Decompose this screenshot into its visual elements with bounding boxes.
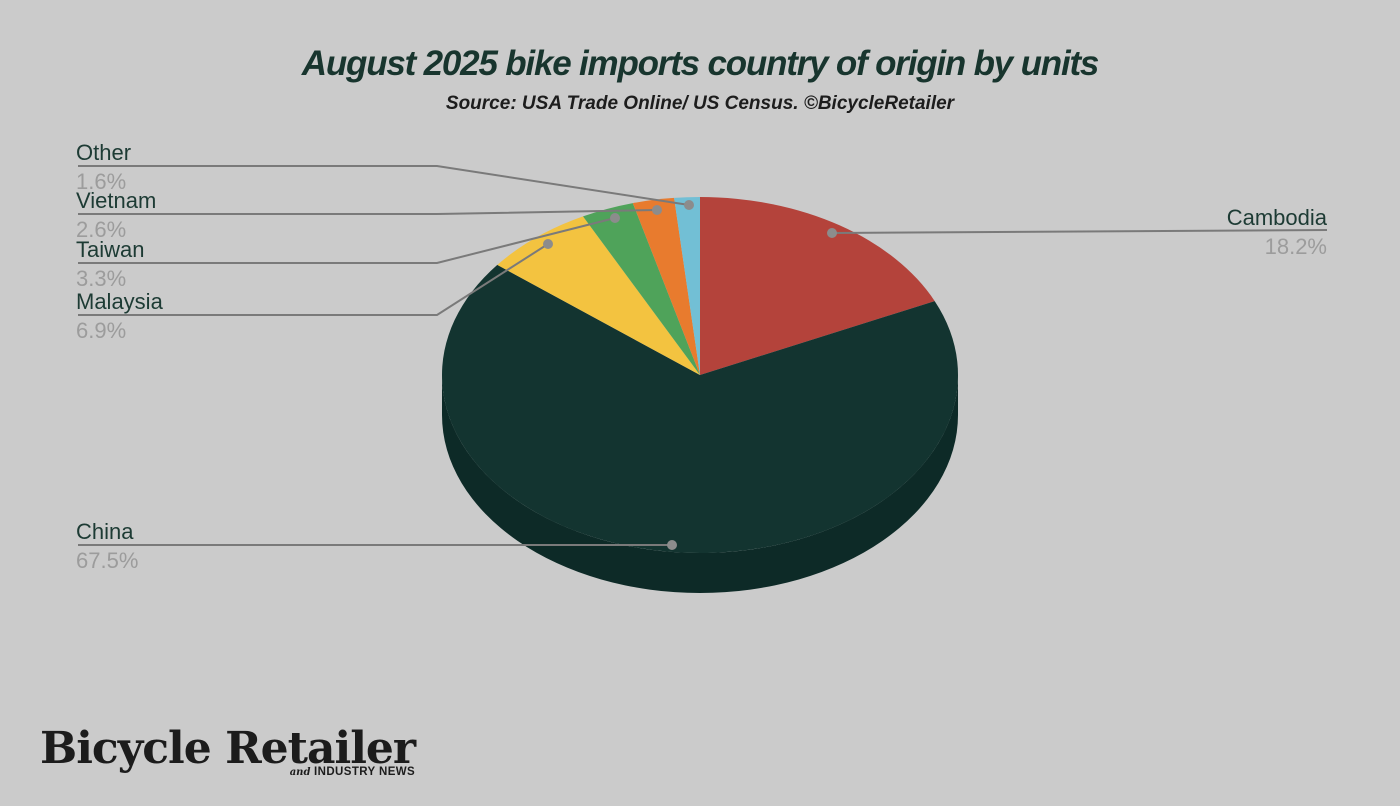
label-taiwan: Taiwan (76, 237, 145, 262)
label-other: Other (76, 140, 132, 165)
leader-cambodia (831, 229, 1328, 234)
pct-other: 1.6% (76, 169, 127, 194)
pct-malaysia: 6.9% (76, 318, 127, 343)
label-vietnam: Vietnam (76, 188, 157, 213)
source-subtitle: Source: USA Trade Online/ US Census. ©Bi… (445, 93, 955, 114)
slice-cambodia (700, 197, 935, 375)
leader-dot-cambodia (827, 228, 837, 238)
leader-dot-other (684, 200, 694, 210)
page-title: August 2025 bike imports country of orig… (301, 44, 1100, 83)
pct-taiwan: 3.3% (76, 266, 127, 291)
pct-china: 67.5% (76, 548, 139, 573)
logo-tagline-rest: INDUSTRY NEWS (314, 766, 416, 778)
leader-taiwan (78, 217, 616, 264)
pct-cambodia: 18.2% (1264, 234, 1327, 259)
leader-malaysia (78, 243, 549, 316)
slice-taiwan (583, 203, 700, 375)
leader-dot-malaysia (543, 239, 553, 249)
logo-tagline-and: and (289, 767, 311, 778)
slice-other (674, 197, 700, 375)
logo-tagline: and INDUSTRY NEWS (40, 766, 415, 778)
logo: Bicycle Retailer and INDUSTRY NEWS (40, 723, 416, 779)
leader-other (78, 165, 690, 206)
leader-dot-vietnam (652, 205, 662, 215)
pie-side (442, 375, 958, 593)
label-malaysia: Malaysia (76, 289, 163, 314)
label-cambodia: Cambodia (1226, 205, 1327, 230)
slice-china (442, 264, 959, 554)
leader-vietnam (78, 209, 658, 215)
slice-vietnam (632, 197, 700, 375)
logo-wordmark: Bicycle Retailer (40, 723, 416, 774)
label-china: China (76, 519, 134, 544)
leader-dot-taiwan (610, 213, 620, 223)
slice-malaysia (497, 216, 700, 375)
leader-dot-china (667, 540, 677, 550)
pct-vietnam: 2.6% (76, 217, 127, 242)
